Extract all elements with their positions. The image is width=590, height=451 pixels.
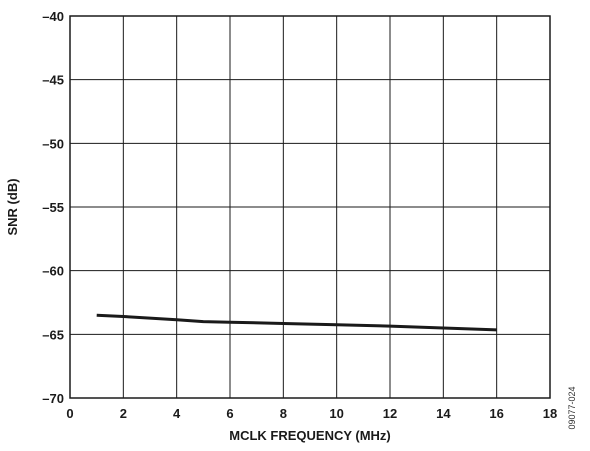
y-tick-label: –50 xyxy=(42,136,64,151)
series-layer xyxy=(96,313,497,332)
series-line-0 xyxy=(96,313,497,332)
y-tick-label: –40 xyxy=(42,9,64,24)
x-tick-label: 8 xyxy=(280,406,287,421)
x-tick-labels: 0 2 4 6 8 10 12 14 16 18 xyxy=(66,406,557,421)
x-tick-label: 6 xyxy=(226,406,233,421)
figure-id-label: 09077-024 xyxy=(567,386,577,429)
y-tick-label: –55 xyxy=(42,200,64,215)
x-tick-label: 14 xyxy=(436,406,451,421)
y-axis-title: SNR (dB) xyxy=(5,178,20,235)
y-tick-label: –65 xyxy=(42,327,64,342)
x-tick-label: 12 xyxy=(383,406,397,421)
x-tick-label: 0 xyxy=(66,406,73,421)
x-tick-label: 4 xyxy=(173,406,181,421)
x-tick-label: 2 xyxy=(120,406,127,421)
y-tick-label: –45 xyxy=(42,73,64,88)
x-tick-label: 18 xyxy=(543,406,557,421)
x-axis-title: MCLK FREQUENCY (MHz) xyxy=(229,428,391,443)
x-tick-label: 10 xyxy=(329,406,343,421)
x-tick-label: 16 xyxy=(489,406,503,421)
plot-frame xyxy=(69,15,551,399)
y-tick-labels: –40 –45 –50 –55 –60 –65 –70 xyxy=(42,9,64,406)
grid-lines xyxy=(70,16,550,398)
y-tick-label: –70 xyxy=(42,391,64,406)
y-tick-label: –60 xyxy=(42,264,64,279)
